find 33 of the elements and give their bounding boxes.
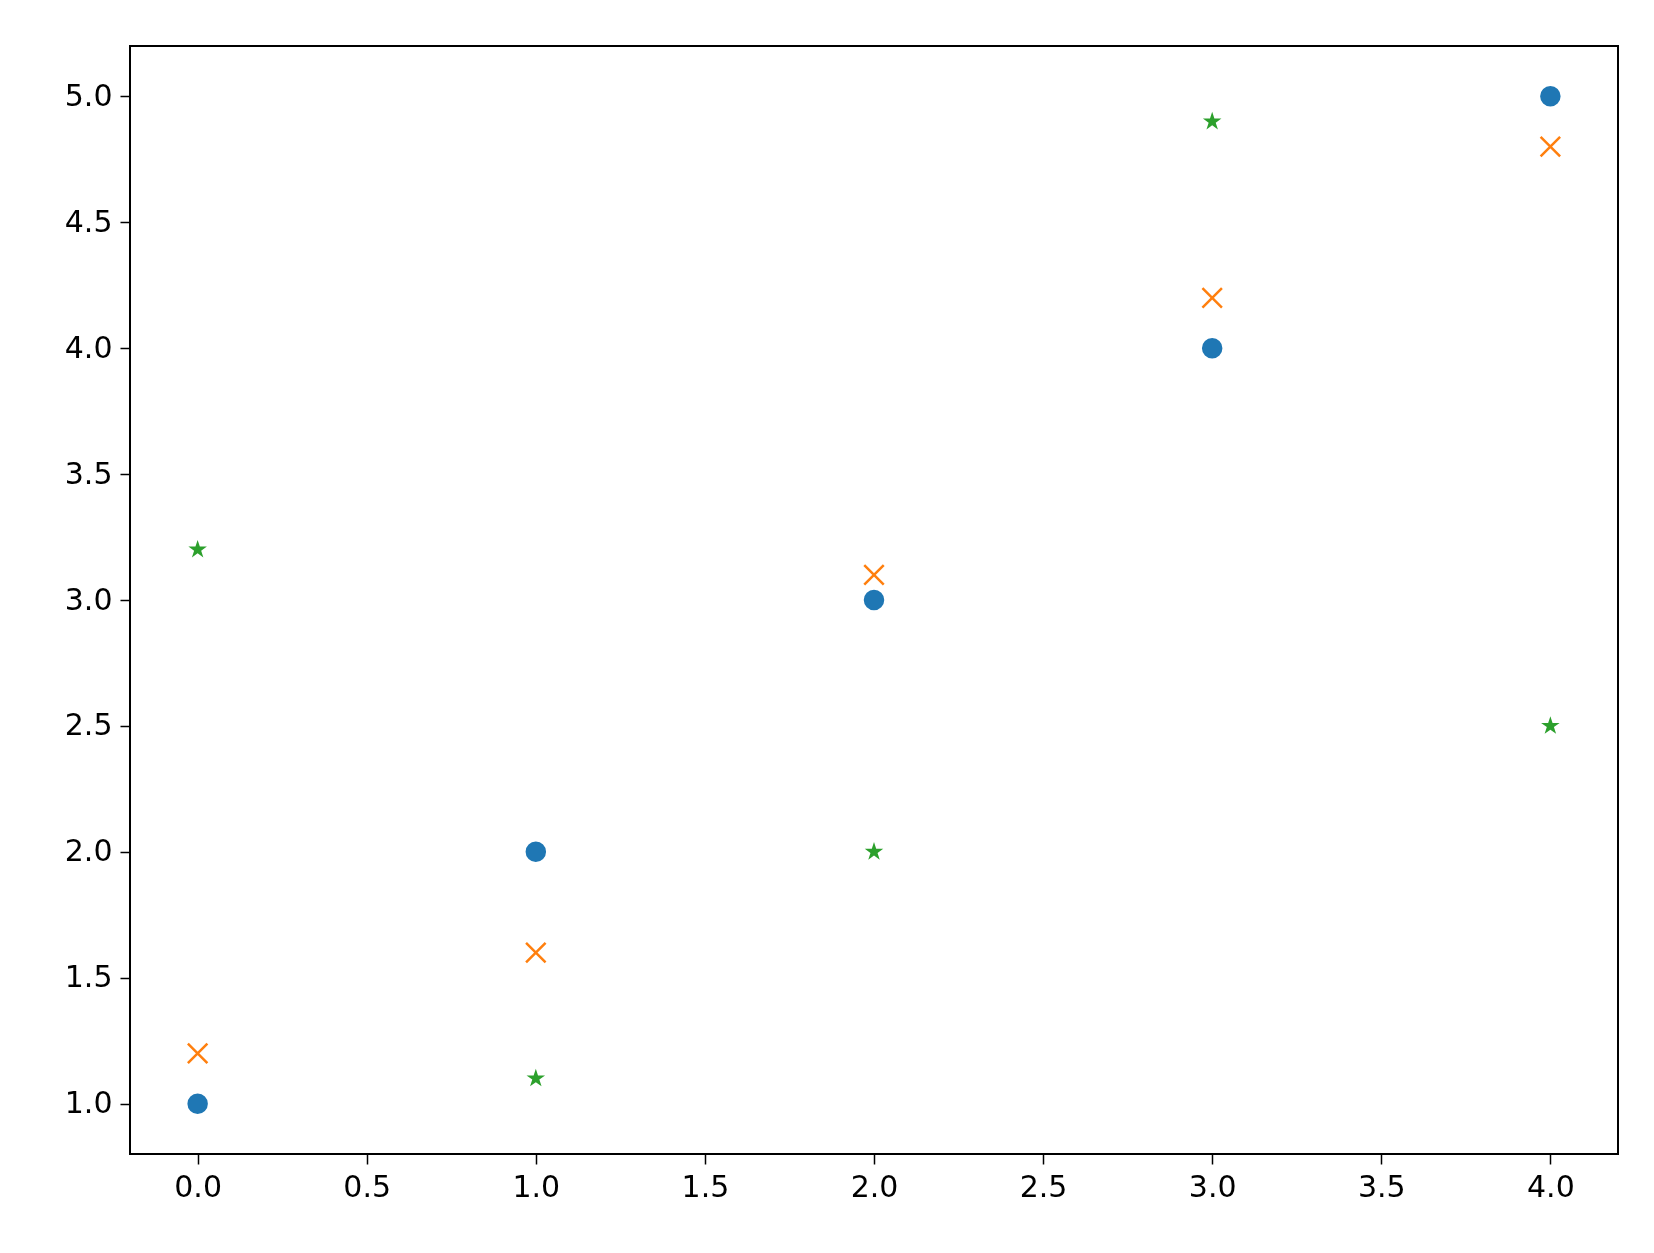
x-tick-label: 4.0: [1527, 1168, 1575, 1204]
y-tick-label: 3.0: [64, 581, 113, 617]
point: [1540, 86, 1561, 107]
point: [187, 1093, 208, 1114]
y-tick-label: 2.0: [64, 833, 113, 869]
point: [1539, 135, 1562, 158]
y-tick-label: 3.5: [64, 455, 113, 491]
point: [864, 842, 884, 860]
x-tick-label: 3.5: [1357, 1168, 1406, 1204]
y-tick-label: 2.5: [64, 707, 113, 743]
point: [1201, 337, 1223, 359]
y-tick-label: 4.5: [64, 203, 113, 239]
point: [863, 563, 885, 586]
x-tick-label: 0.5: [343, 1168, 392, 1204]
x-tick-label: 1.5: [681, 1168, 730, 1204]
x-tick-label: 3.0: [1188, 1168, 1237, 1204]
y-tick-label: 1.0: [64, 1085, 113, 1121]
point: [1202, 111, 1222, 130]
y-tick-label: 1.5: [64, 959, 113, 995]
point: [863, 589, 885, 611]
y-tick-label: 5.0: [64, 77, 113, 113]
point: [526, 1068, 546, 1087]
point: [525, 841, 547, 863]
point: [524, 941, 547, 964]
x-tick-label: 2.0: [850, 1168, 899, 1204]
x-tick-label: 2.5: [1019, 1168, 1068, 1204]
y-tick-label: 4.0: [64, 329, 113, 365]
point: [186, 1042, 209, 1065]
point: [1201, 286, 1224, 309]
x-tick-label: 1.0: [512, 1168, 561, 1204]
point: [188, 539, 207, 558]
x-tick-label: 0.0: [174, 1168, 222, 1204]
point: [1541, 716, 1560, 734]
